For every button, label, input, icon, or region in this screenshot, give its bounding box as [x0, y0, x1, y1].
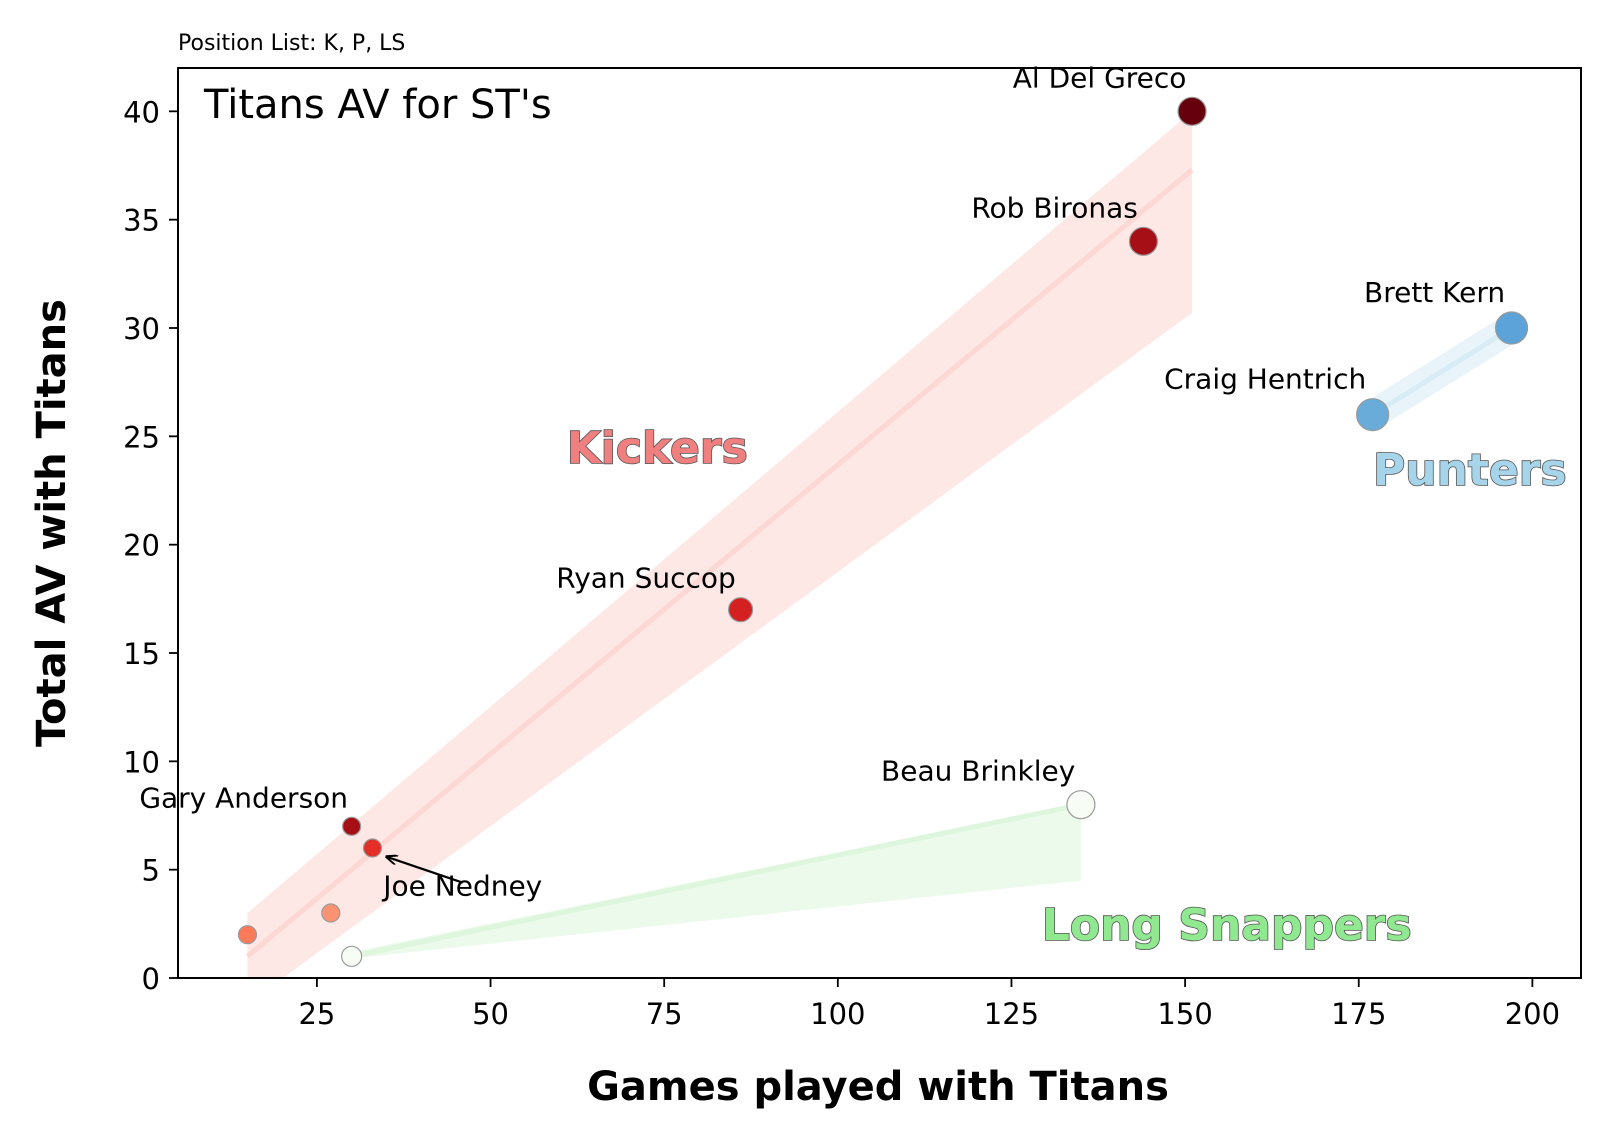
x-tick-label-100: 100 — [810, 997, 865, 1031]
punters-fit-line — [1371, 325, 1513, 417]
x-axis-title: Games played with Titans — [587, 1064, 1169, 1110]
x-tick-label-75: 75 — [646, 997, 683, 1031]
x-tick-label-200: 200 — [1505, 997, 1560, 1031]
y-tick-label-25: 25 — [123, 420, 160, 454]
point-labels: Al Del Greco Rob Bironas Ryan Succop Gary A… — [139, 61, 1505, 902]
plot-frame — [177, 67, 1582, 979]
x-tick-label-175: 175 — [1331, 997, 1386, 1031]
long-snappers-point-beau-brinkley — [1066, 790, 1096, 820]
rob-bironas-label: Rob Bironas — [971, 191, 1138, 224]
kickers-group-label: Kickers — [567, 423, 748, 474]
y-tick-label-20: 20 — [123, 529, 160, 563]
x-tick-label-125: 125 — [984, 997, 1039, 1031]
y-axis-title: Total AV with Titans — [29, 299, 75, 747]
gary-anderson-label: Gary Anderson — [139, 781, 348, 814]
al-del-greco-label: Al Del Greco — [1013, 61, 1187, 94]
x-tick-label-25: 25 — [298, 997, 335, 1031]
group-labels: Kickers Punters Long Snappers — [566, 422, 1568, 951]
annotation-arrows — [386, 857, 464, 884]
x-tick-label-50: 50 — [472, 997, 509, 1031]
inset-title: Titans AV for ST's — [203, 82, 552, 128]
x-axis-ticks: 25 50 75 100 125 150 175 200 — [298, 978, 1560, 1031]
long-snappers-group-label: Long Snappers — [1042, 900, 1412, 951]
punters-group-label: Punters — [1373, 445, 1567, 496]
y-tick-label-35: 35 — [123, 204, 160, 238]
kickers-point-rob-bironas — [1128, 226, 1159, 256]
regression-lines — [245, 167, 1513, 959]
kickers-point-ryan-succop — [727, 597, 754, 623]
y-tick-label-30: 30 — [123, 312, 160, 346]
brett-kern-label: Brett Kern — [1364, 276, 1505, 309]
kickers-point-joe-nedney — [362, 838, 383, 858]
y-tick-label-10: 10 — [123, 745, 160, 779]
y-tick-label-15: 15 — [123, 637, 160, 671]
data-points — [237, 96, 1529, 967]
kickers-point-unlabeled-5 — [321, 903, 341, 923]
joe-nedney-label: Joe Nedney — [381, 870, 542, 903]
kickers-fit-line — [245, 167, 1194, 959]
y-tick-label-40: 40 — [123, 95, 160, 129]
long-snappers-point-unlabeled-1 — [341, 945, 363, 967]
ryan-succop-label: Ryan Succop — [556, 562, 736, 595]
kickers-point-gary-anderson — [342, 816, 362, 836]
kickers-point-al-del-greco — [1177, 96, 1207, 126]
punters-point-craig-hentrich — [1356, 398, 1390, 432]
y-axis-ticks: 0 5 10 15 20 25 30 35 40 — [123, 95, 178, 996]
y-tick-label-5: 5 — [142, 854, 160, 888]
x-tick-label-150: 150 — [1157, 997, 1212, 1031]
joe-nedney-annotation-arrow — [386, 857, 464, 884]
punters-point-brett-kern — [1494, 311, 1529, 345]
kickers-point-unlabeled-6 — [237, 925, 258, 945]
y-tick-label-0: 0 — [142, 962, 160, 996]
beau-brinkley-label: Beau Brinkley — [881, 755, 1075, 788]
long-snappers-fit-line — [351, 802, 1082, 959]
craig-hentrich-label: Craig Hentrich — [1164, 363, 1366, 396]
top-note: Position List: K, P, LS — [178, 31, 405, 56]
